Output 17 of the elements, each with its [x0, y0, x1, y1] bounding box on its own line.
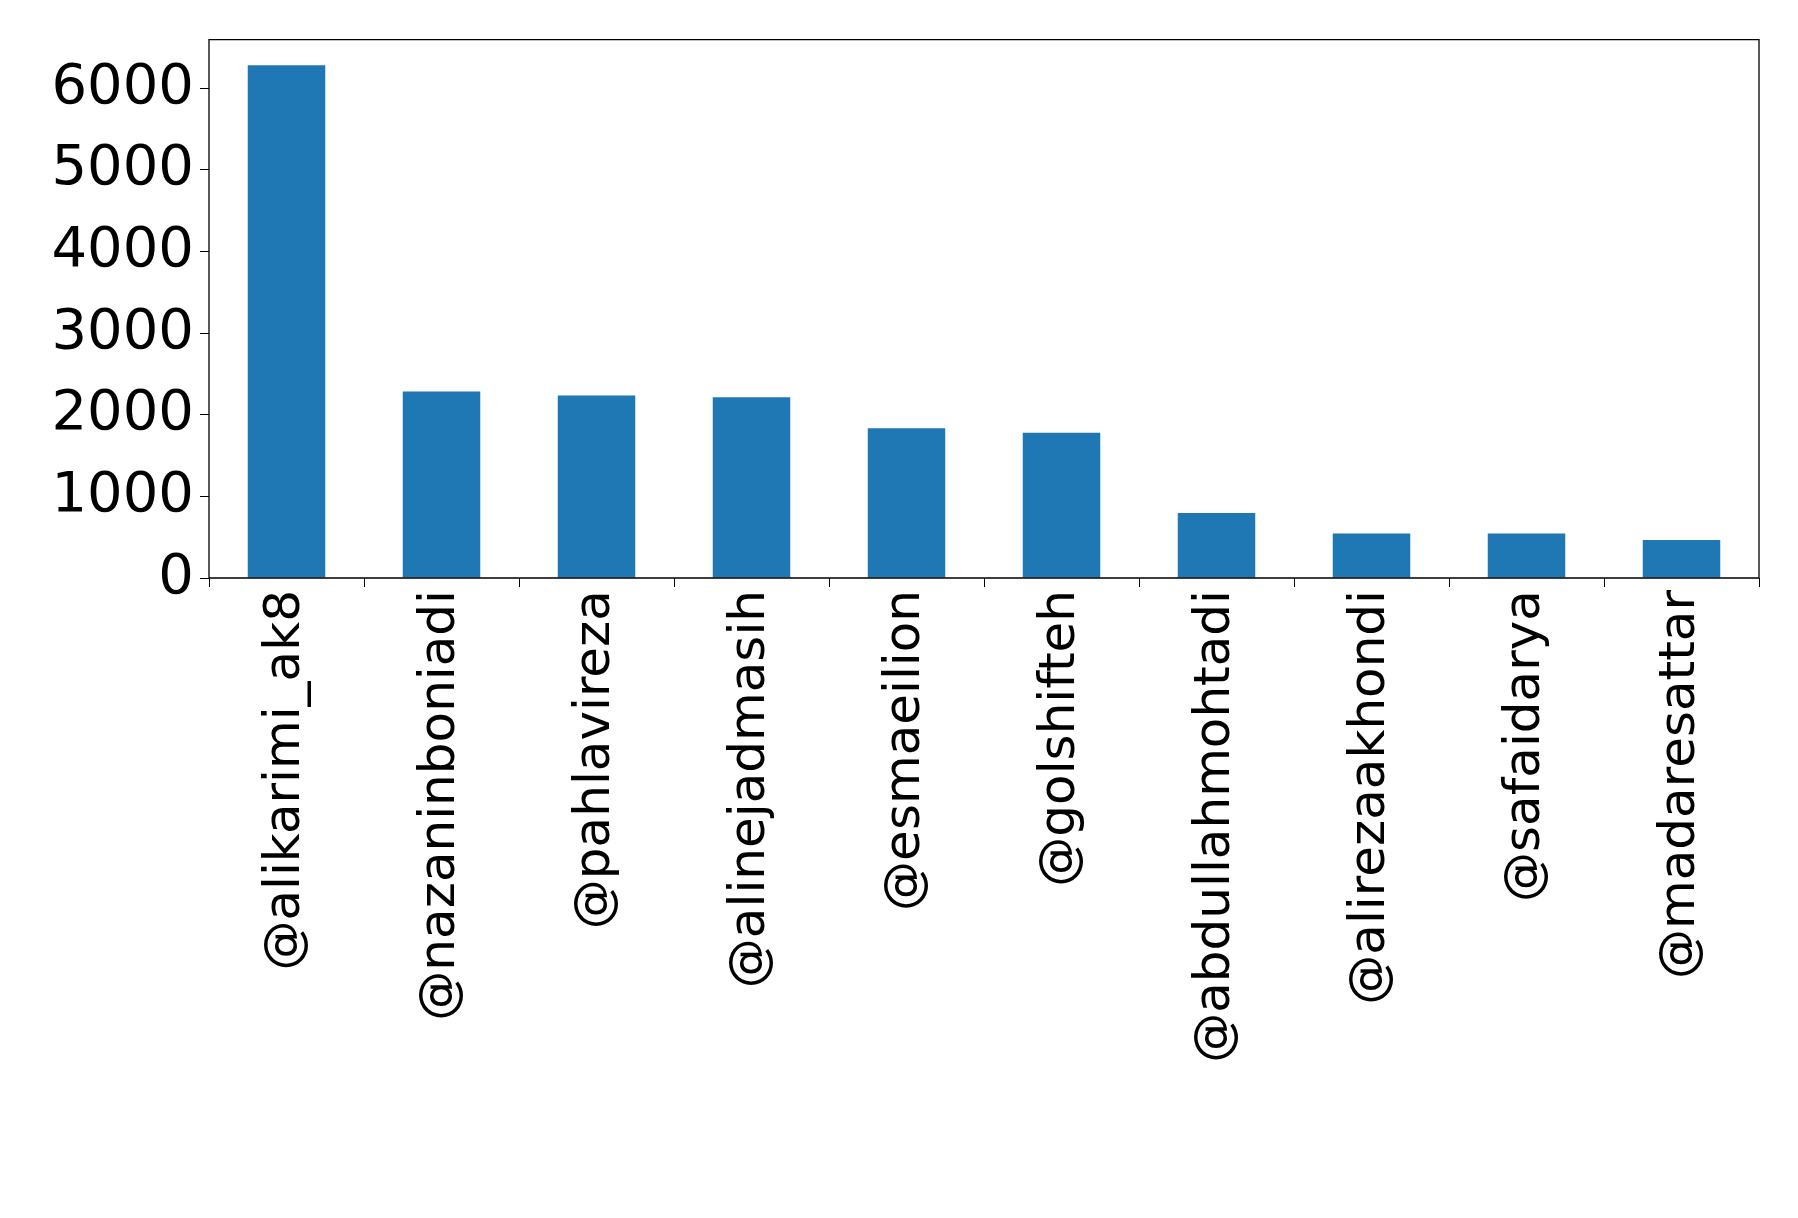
x-tick-label: @pahlavireza	[563, 590, 622, 930]
y-tick-label: 1000	[51, 458, 194, 524]
x-tick-label: @alirezaakhondi	[1338, 590, 1397, 1005]
x-tick-label: @madaresattar	[1648, 589, 1707, 980]
x-tick-label: @golshifteh	[1028, 590, 1087, 887]
y-tick-label: 4000	[51, 213, 194, 279]
y-tick-label: 5000	[51, 132, 194, 198]
x-tick-label: @alinejadmasih	[718, 590, 777, 989]
x-tick-label: @safaidarya	[1493, 590, 1552, 902]
y-tick-label: 0	[158, 540, 194, 606]
x-tick-label: @nazaninboniadi	[408, 590, 467, 1021]
y-tick-label: 3000	[51, 295, 194, 361]
y-tick-label: 2000	[51, 377, 194, 443]
x-tick-label: @abdullahmohtadi	[1183, 590, 1242, 1063]
x-tick-label: @alikarimi_ak8	[253, 590, 312, 971]
y-tick-label: 6000	[51, 50, 194, 116]
x-tick-label: @esmaeilion	[873, 590, 932, 911]
